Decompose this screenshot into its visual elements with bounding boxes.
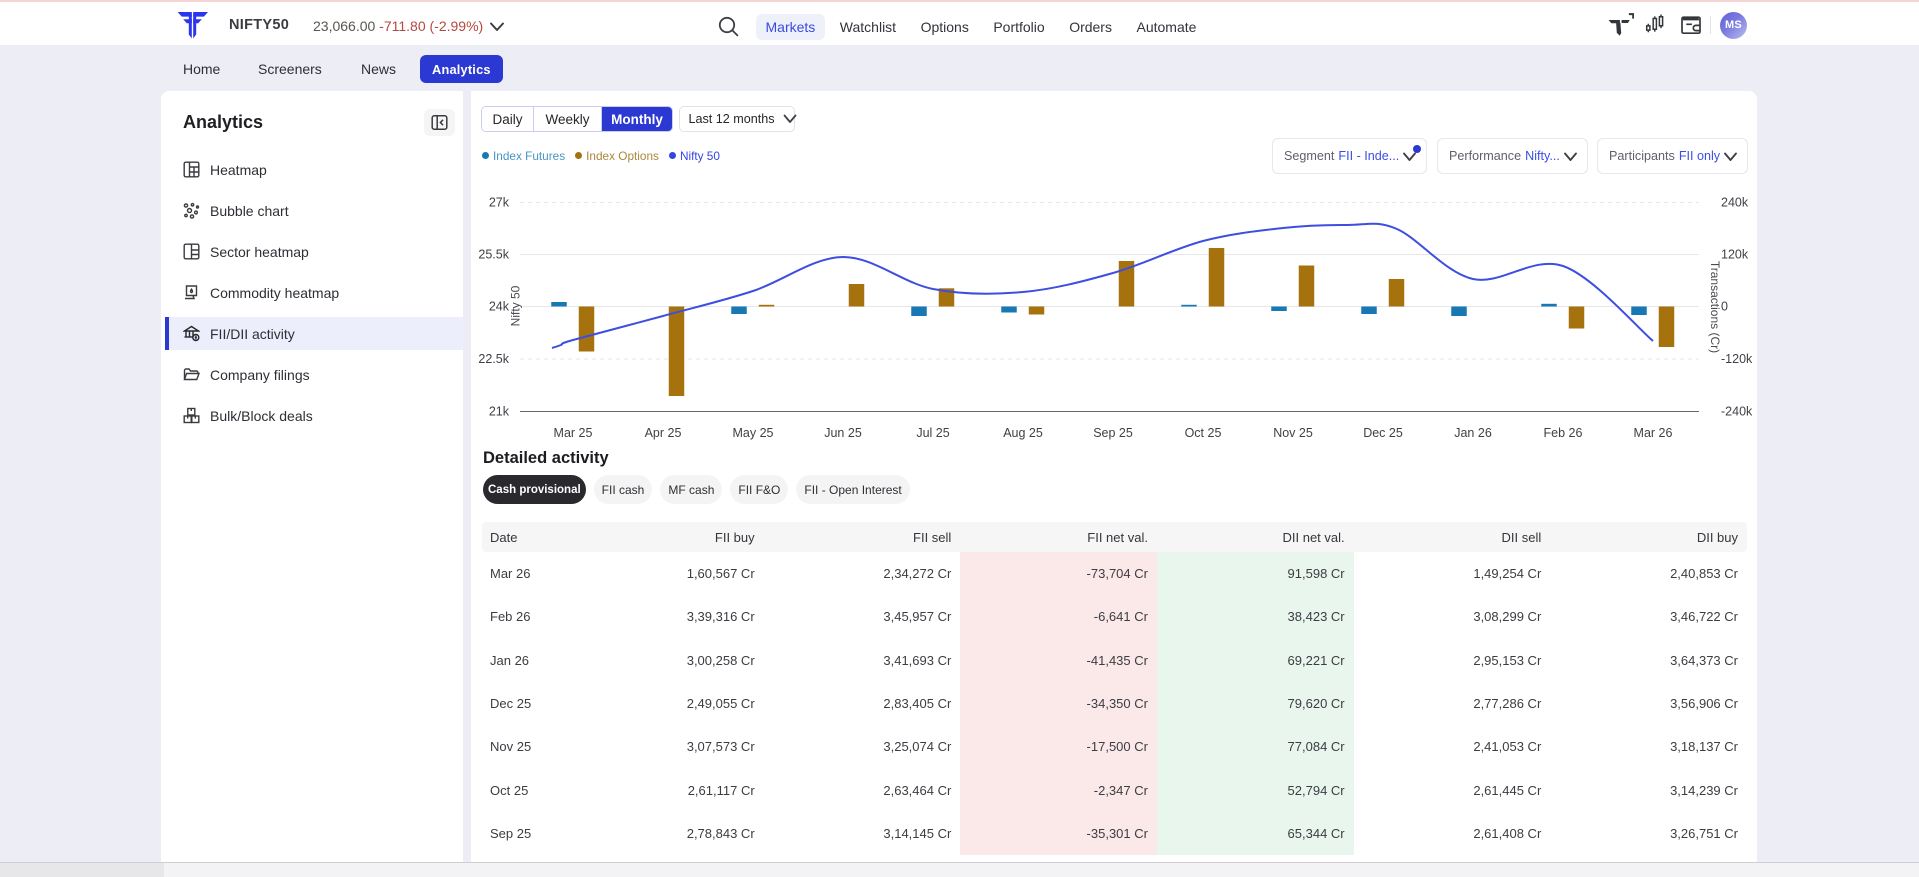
svg-text:24k: 24k xyxy=(489,300,510,314)
svg-text:Apr 25: Apr 25 xyxy=(645,426,682,440)
svg-text:Mar 26: Mar 26 xyxy=(1634,426,1673,440)
svg-text:Mar 25: Mar 25 xyxy=(554,426,593,440)
svg-text:240k: 240k xyxy=(1721,196,1749,210)
svg-text:Jul 25: Jul 25 xyxy=(916,426,949,440)
svg-text:-240k: -240k xyxy=(1721,405,1753,419)
svg-text:Dec 25: Dec 25 xyxy=(1363,426,1403,440)
svg-text:25.5k: 25.5k xyxy=(478,248,509,262)
svg-text:Sep 25: Sep 25 xyxy=(1093,426,1133,440)
svg-text:Nov 25: Nov 25 xyxy=(1273,426,1313,440)
svg-text:120k: 120k xyxy=(1721,248,1749,262)
svg-text:Jan 26: Jan 26 xyxy=(1454,426,1492,440)
svg-text:22.5k: 22.5k xyxy=(478,352,509,366)
svg-text:21k: 21k xyxy=(489,405,510,419)
svg-text:Aug 25: Aug 25 xyxy=(1003,426,1043,440)
svg-text:Jun 25: Jun 25 xyxy=(824,426,862,440)
svg-text:Oct 25: Oct 25 xyxy=(1185,426,1222,440)
svg-text:27k: 27k xyxy=(489,196,510,210)
svg-text:Transactions (Cr): Transactions (Cr) xyxy=(1708,261,1722,353)
svg-text:-120k: -120k xyxy=(1721,352,1753,366)
svg-text:Nifty 50: Nifty 50 xyxy=(509,285,523,326)
svg-text:0: 0 xyxy=(1721,300,1728,314)
svg-text:Feb 26: Feb 26 xyxy=(1544,426,1583,440)
svg-text:May 25: May 25 xyxy=(733,426,774,440)
